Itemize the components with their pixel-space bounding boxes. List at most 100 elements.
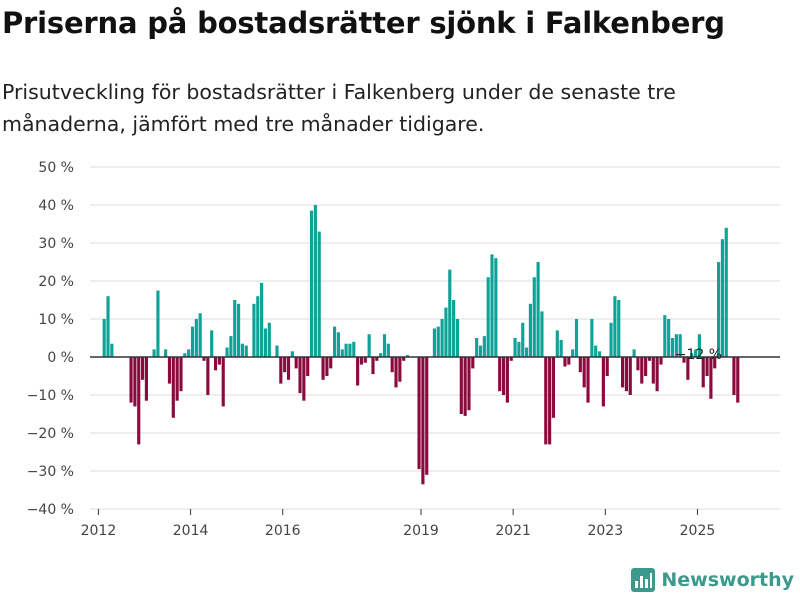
y-tick-label: −40 % <box>27 502 74 518</box>
bar <box>110 343 114 357</box>
bar <box>171 357 175 418</box>
bar <box>417 357 421 470</box>
bar <box>452 300 456 357</box>
x-axis-ticks: 2012 2014 2016 2019 2021 2023 2025 <box>81 509 716 535</box>
bar <box>563 357 567 367</box>
bar <box>594 345 598 357</box>
bar <box>344 343 348 357</box>
bar <box>233 300 237 357</box>
x-tick-label: 2019 <box>403 523 439 535</box>
bar <box>402 357 406 361</box>
bar <box>655 357 659 392</box>
bar <box>175 357 179 401</box>
bar <box>290 351 294 357</box>
bar <box>144 357 148 401</box>
bars <box>102 205 740 485</box>
bar <box>333 326 337 357</box>
bar <box>217 357 221 365</box>
bar <box>501 357 506 395</box>
bar <box>256 296 260 357</box>
bar <box>425 357 429 475</box>
bar <box>102 319 106 357</box>
bar <box>590 319 594 357</box>
bar <box>617 300 621 357</box>
bar <box>690 353 694 357</box>
bar <box>317 231 321 357</box>
bar <box>567 357 571 365</box>
bar <box>237 303 241 357</box>
bar <box>701 357 705 388</box>
y-tick-label: −30 % <box>27 464 74 480</box>
bar <box>183 353 187 357</box>
bar <box>283 357 287 373</box>
bar <box>440 319 444 357</box>
bar <box>717 262 721 357</box>
bar <box>475 338 479 357</box>
chart-title: Priserna på bostadsrätter sjönk i Falken… <box>2 6 725 40</box>
bar <box>313 205 317 357</box>
bar <box>678 334 682 357</box>
bar <box>190 326 195 357</box>
bar <box>517 341 521 357</box>
bar <box>133 357 137 407</box>
bar <box>398 357 402 382</box>
bar <box>682 357 686 363</box>
bar <box>167 357 172 384</box>
bar <box>601 357 605 407</box>
bar <box>609 322 613 357</box>
x-tick-label: 2016 <box>265 523 301 535</box>
bar <box>490 254 494 357</box>
bar <box>436 326 440 357</box>
bar <box>605 357 609 376</box>
bar <box>555 330 559 357</box>
bar <box>390 357 394 373</box>
bar <box>736 357 740 403</box>
newsworthy-logo: Newsworthy <box>631 568 794 592</box>
bar <box>279 357 283 384</box>
bar <box>720 239 724 357</box>
bar <box>448 269 452 357</box>
bar <box>359 357 364 365</box>
bar <box>621 357 625 388</box>
bar <box>348 343 352 357</box>
bar <box>471 357 475 369</box>
bar <box>329 357 333 369</box>
bar <box>141 357 145 380</box>
bar <box>405 355 410 357</box>
x-tick-label: 2012 <box>81 523 117 535</box>
bar <box>394 357 398 388</box>
bar <box>713 357 717 369</box>
bar <box>444 307 448 357</box>
last-value-annotation: −12 % <box>675 347 722 363</box>
x-tick-label: 2014 <box>173 523 209 535</box>
bar <box>693 349 698 357</box>
bar <box>432 328 436 357</box>
bar <box>356 357 360 386</box>
bar <box>532 277 536 357</box>
bar <box>544 357 548 445</box>
bar <box>202 357 206 361</box>
bar <box>229 336 233 357</box>
bar <box>294 357 298 369</box>
bar <box>528 303 532 357</box>
bar <box>521 322 525 357</box>
bar <box>298 357 302 394</box>
bar <box>525 347 529 357</box>
bar <box>540 311 544 357</box>
bar <box>225 347 229 357</box>
bar <box>367 334 371 357</box>
x-tick-label: 2025 <box>680 523 716 535</box>
bar <box>574 319 579 357</box>
bar <box>221 357 225 407</box>
bar <box>709 357 713 399</box>
bar <box>455 319 460 357</box>
bar <box>613 296 617 357</box>
x-tick-label: 2021 <box>495 523 531 535</box>
bar <box>129 357 133 403</box>
bar <box>640 357 644 384</box>
bar <box>513 338 517 357</box>
bar <box>732 357 736 395</box>
bar <box>467 357 471 411</box>
bar <box>336 332 340 357</box>
bar <box>571 349 575 357</box>
